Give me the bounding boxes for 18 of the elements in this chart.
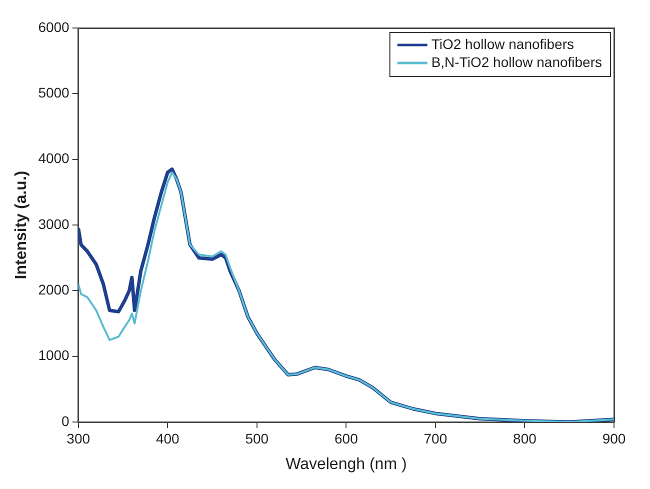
x-tick-label: 600 <box>334 430 358 446</box>
legend-label: TiO2 hollow nanofibers <box>431 36 574 52</box>
y-axis-title: Intensity (a.u.) <box>13 170 30 280</box>
y-tick-label: 6000 <box>38 18 70 35</box>
y-tick-label: 0 <box>62 412 70 429</box>
y-tick-label: 2000 <box>38 282 70 298</box>
y-tick-label: 1000 <box>38 347 70 364</box>
x-axis-title: Wavelengh (nm ) <box>286 456 407 473</box>
legend-label: B,N-TiO2 hollow nanofibers <box>431 54 602 70</box>
x-tick-label: 500 <box>245 430 269 446</box>
x-tick-label: 900 <box>602 430 626 446</box>
x-tick-label: 700 <box>424 430 448 446</box>
x-tick-label: 800 <box>513 430 537 446</box>
y-tick-label: 5000 <box>38 84 70 101</box>
y-tick-label: 3000 <box>38 216 70 232</box>
x-tick-label: 400 <box>156 430 180 446</box>
x-tick-label: 300 <box>66 430 90 446</box>
y-tick-label: 4000 <box>38 150 70 166</box>
